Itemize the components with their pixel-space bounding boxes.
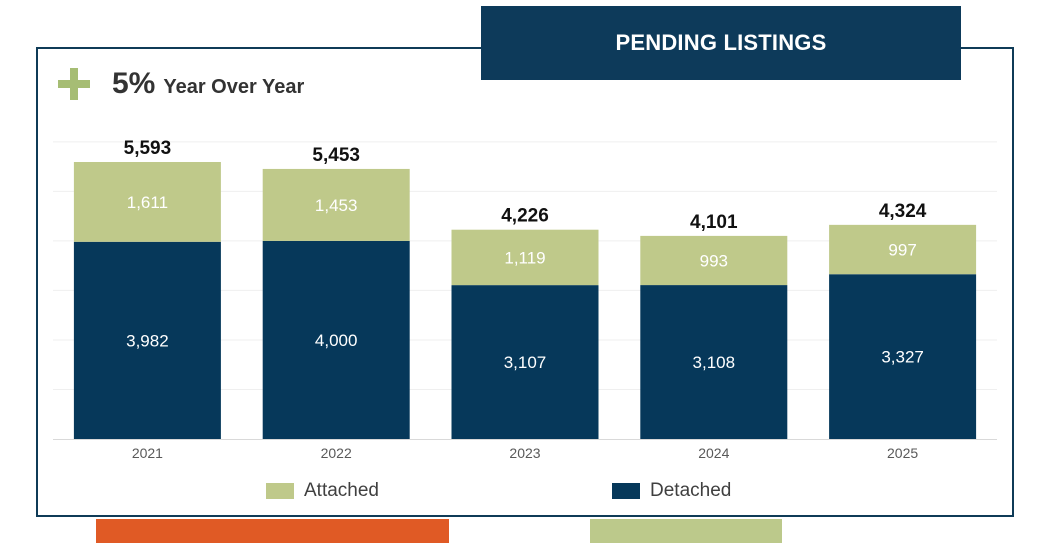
x-tick-label: 2023: [509, 445, 540, 461]
legend-label-detached: Detached: [650, 480, 732, 501]
bar-attached: [262, 168, 410, 241]
accent-bar-orange: [96, 519, 449, 543]
yoy-summary: 5% Year Over Year: [58, 64, 304, 104]
legend-swatch-detached: [612, 483, 640, 499]
data-label-total: 4,101: [690, 212, 738, 233]
yoy-percent: 5%: [112, 67, 156, 100]
yoy-label: Year Over Year: [163, 75, 305, 98]
data-label-attached: 1,453: [315, 196, 358, 215]
bar-detached: [640, 285, 788, 439]
data-label-total: 4,324: [879, 201, 927, 222]
x-tick-label: 2021: [132, 445, 163, 461]
data-label-attached: 997: [888, 241, 916, 260]
data-label-total: 5,593: [124, 138, 172, 159]
chart-title: PENDING LISTINGS: [615, 30, 827, 55]
data-label-detached: 3,107: [504, 353, 547, 372]
x-tick-label: 2024: [698, 445, 729, 461]
bar-attached: [451, 229, 599, 286]
bar-attached: [73, 162, 221, 242]
legend-swatch-attached: [266, 483, 294, 499]
data-label-total: 5,453: [312, 145, 360, 166]
plus-icon: [58, 68, 90, 100]
data-label-detached: 3,327: [881, 348, 924, 367]
bar-detached: [451, 285, 599, 439]
accent-bar-green: [590, 519, 782, 543]
bar-detached: [262, 240, 410, 439]
data-label-detached: 3,982: [126, 331, 169, 350]
chart-title-banner: PENDING LISTINGS: [481, 6, 961, 80]
data-label-attached: 993: [700, 251, 728, 270]
data-label-attached: 1,611: [127, 193, 168, 212]
data-label-detached: 4,000: [315, 331, 358, 350]
legend-label-attached: Attached: [304, 480, 379, 501]
data-label-attached: 1,119: [504, 248, 545, 267]
bar-detached: [829, 274, 977, 439]
legend-item-attached: Attached: [266, 480, 379, 502]
x-tick-label: 2022: [321, 445, 352, 461]
data-label-total: 4,226: [501, 206, 549, 227]
data-label-detached: 3,108: [693, 353, 736, 372]
bar-detached: [73, 241, 221, 439]
x-tick-label: 2025: [887, 445, 918, 461]
legend-item-detached: Detached: [612, 480, 731, 502]
bar-attached: [640, 235, 788, 286]
bar-attached: [829, 224, 977, 275]
